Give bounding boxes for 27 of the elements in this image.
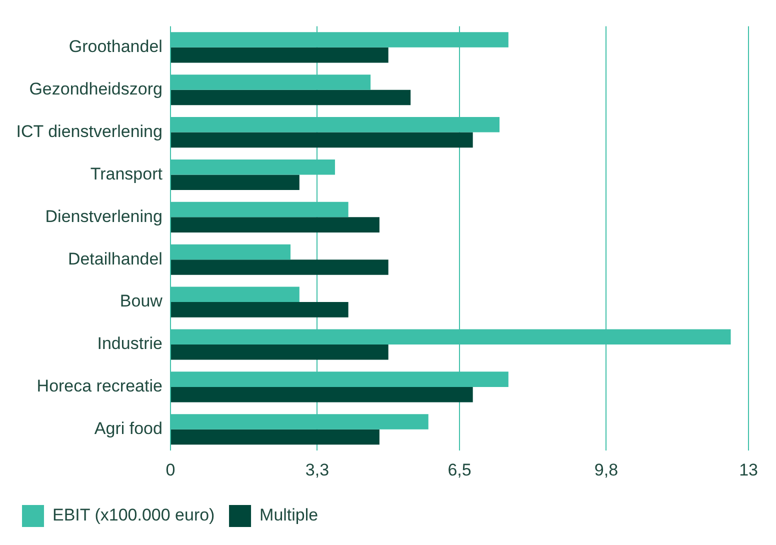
x-tick-label: 9,8 [594,460,618,480]
bar [170,429,380,445]
x-tick-label: 13 [739,460,758,480]
y-tick-label: Detailhandel [68,249,162,268]
y-tick-label: Industrie [97,334,162,354]
y-tick-label: ICT dienstverlening [16,122,162,141]
y-tick-label: Agri food [94,419,162,438]
bar [170,47,388,63]
y-tick-label: Gezondheidszorg [29,80,162,99]
x-tick-label: 6,5 [448,460,472,480]
bar [170,386,473,402]
x-tick-label: 0 [166,460,176,480]
legend-label: EBIT (x100.000 euro) [52,506,215,525]
bar [170,302,348,318]
y-tick-label: Transport [90,164,163,184]
y-tick-label: Bouw [120,292,164,311]
bar [170,90,411,106]
y-tick-label: Dienstverlening [45,206,162,226]
y-tick-label: Groothandel [68,37,162,56]
y-tick-label: Horeca recreatie [36,376,162,396]
bar [170,132,473,148]
bar [170,344,388,360]
legend-label: Multiple [260,506,318,525]
bar [170,260,388,275]
x-tick-label: 3,3 [305,460,330,480]
bar [170,217,380,232]
bar [170,174,300,190]
